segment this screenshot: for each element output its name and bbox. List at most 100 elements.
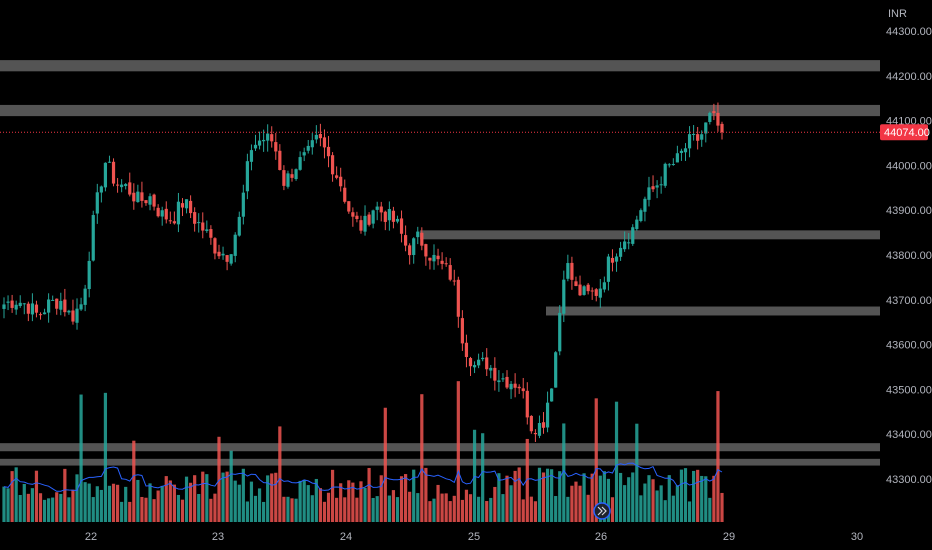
volume-bar (696, 469, 700, 522)
volume-bar (460, 499, 464, 522)
volume-bar (635, 423, 639, 522)
volume-bar (408, 491, 412, 522)
candle-body (136, 191, 140, 203)
candle-body (359, 220, 363, 231)
volume-bar (529, 496, 533, 522)
volume-bar (209, 498, 213, 522)
candle-body (655, 185, 659, 188)
candle-body (213, 238, 217, 254)
candle-body (26, 303, 30, 314)
volume-bar (574, 481, 578, 522)
candle-body (160, 210, 164, 217)
candle-body (550, 388, 554, 402)
candle-body (120, 184, 124, 188)
candle-body (399, 218, 404, 234)
candle-body (635, 219, 639, 229)
volume-bar (708, 497, 712, 522)
volume-bar (26, 493, 30, 522)
volume-bar (217, 436, 221, 522)
candle-body (436, 255, 440, 260)
volume-bar (602, 471, 606, 522)
volume-bar (176, 494, 181, 522)
time-axis[interactable]: 22 23 24 25 26 29 30 (85, 531, 863, 543)
volume-bar (700, 475, 704, 522)
volume-bar (395, 497, 400, 522)
volume-bar (517, 467, 521, 522)
volume-bar (310, 495, 314, 522)
candle-body (63, 299, 67, 313)
volume-bar (712, 475, 716, 522)
replay-icon[interactable] (593, 502, 611, 520)
volume-bar (201, 471, 205, 522)
volume-bar (545, 468, 550, 522)
volume-bar (355, 497, 359, 522)
candle-body (432, 254, 436, 262)
candle-body (103, 162, 108, 188)
volume-bar (249, 481, 254, 522)
candle-body (700, 134, 704, 140)
candle-body (83, 288, 87, 305)
volume-bar (326, 492, 331, 522)
candle-body (6, 301, 10, 303)
volume-bar (318, 488, 323, 522)
volume-bar (578, 485, 582, 522)
candle-body (379, 206, 383, 213)
candle-body (10, 300, 14, 308)
candle-body (582, 286, 586, 295)
price-tick-label: 44000.00 (886, 160, 932, 172)
candle-body (34, 304, 39, 313)
volume-bar (464, 489, 469, 522)
day-tick-label: 29 (723, 531, 735, 543)
volume-bar (436, 484, 440, 522)
volume-bar (335, 497, 339, 522)
volume-bar (432, 498, 436, 522)
candle-body (156, 207, 160, 217)
volume-bar (391, 490, 396, 522)
candle-body (574, 281, 578, 287)
candle-body (602, 282, 606, 290)
volume-bar (379, 475, 383, 522)
volume-bar (30, 488, 34, 522)
candle-body (217, 251, 221, 257)
candle-body (408, 245, 412, 256)
volume-bar (679, 469, 684, 522)
candle-body (403, 235, 408, 246)
volume-bar (647, 475, 651, 522)
price-tick-label: 43300.00 (886, 474, 932, 486)
candle-body (257, 140, 262, 146)
volume-bar (213, 493, 217, 522)
candle-body (282, 170, 286, 186)
volume-bar (692, 470, 696, 522)
volume-bar (501, 494, 505, 522)
last-price-tag-label: 44074.00 (884, 127, 930, 139)
candle-body (172, 221, 176, 224)
price-tick-label: 43800.00 (886, 250, 932, 262)
candle-body (67, 310, 71, 313)
volume-bar (136, 479, 140, 522)
volume-bar (107, 485, 112, 522)
volume-bar (193, 475, 197, 522)
volume-bar (403, 474, 408, 522)
candle-body (692, 133, 696, 135)
candle-body (197, 222, 201, 224)
candle-body (472, 365, 477, 368)
volume-bar (704, 476, 708, 522)
volume-bar (371, 497, 375, 522)
candle-body (290, 174, 294, 178)
candle-body (237, 216, 241, 236)
volume-bar (448, 501, 452, 522)
candle-body (651, 186, 655, 190)
price-tick-label: 43700.00 (886, 295, 932, 307)
volume-bar (562, 423, 566, 522)
candle-body (367, 214, 371, 225)
price-tick-label: 44200.00 (886, 71, 932, 83)
candle-body (322, 137, 327, 148)
candle-body (594, 289, 598, 296)
candle-body (205, 229, 209, 231)
candle-body (318, 133, 323, 139)
volume-bar (34, 470, 39, 522)
volume-bar (659, 485, 663, 522)
candle-body (148, 196, 152, 205)
volume-bar (306, 485, 310, 522)
